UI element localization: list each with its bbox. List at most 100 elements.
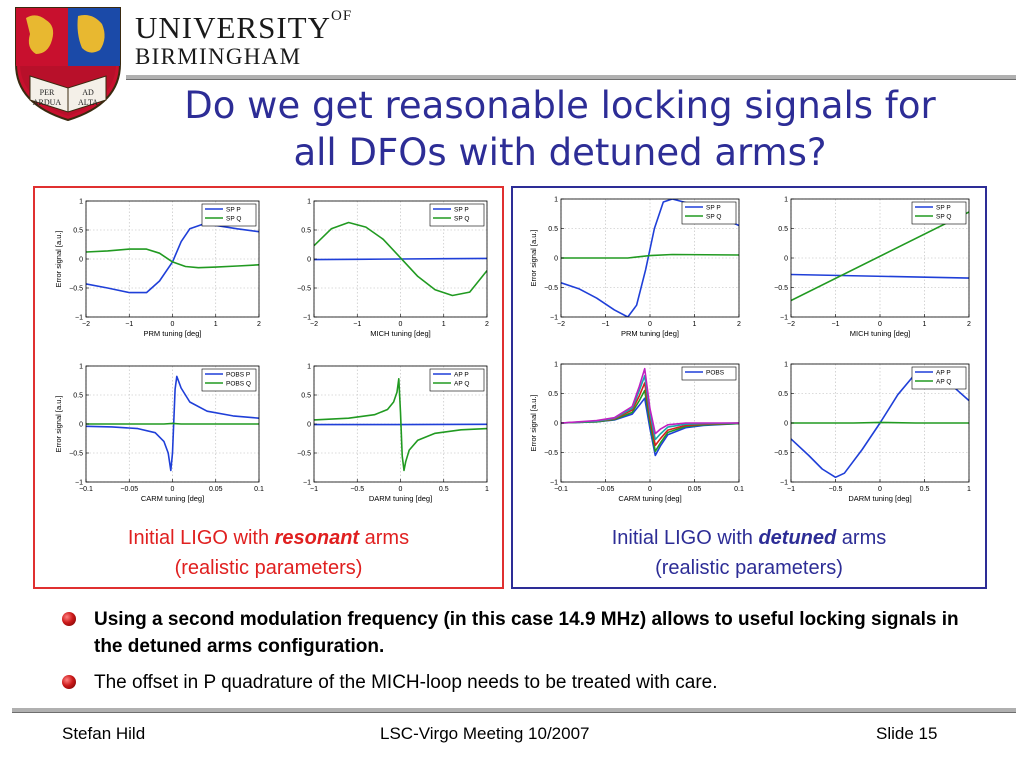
x-tick-label: −0.5: [350, 486, 364, 493]
series-line: [791, 211, 969, 302]
caption-line2: (realistic parameters): [174, 557, 363, 579]
legend-label: SP P: [454, 207, 469, 214]
y-tick-label: 0: [307, 257, 311, 264]
y-tick-label: 1: [784, 197, 788, 204]
series-line: [791, 273, 969, 279]
plot-darm-resonant: −1 −0.5 0 0.5 1 −1 −0.5 0 0.5 1 DARM tuning [deg] A…: [297, 364, 489, 504]
x-tick-label: 1: [923, 321, 927, 328]
y-tick-label: −0.5: [297, 451, 311, 458]
x-tick-label: −0.1: [554, 486, 568, 493]
x-tick-label: 1: [693, 321, 697, 328]
bullet-text: Using a second modulation frequency (in …: [94, 609, 959, 657]
legend-label: SP Q: [226, 216, 241, 223]
svg-text:PER: PER: [40, 88, 55, 97]
y-tick-label: −1: [780, 315, 788, 322]
y-tick-label: 1: [307, 364, 311, 371]
legend-label: AP Q: [936, 379, 951, 386]
y-tick-label: 1: [784, 362, 788, 369]
x-tick-label: −1: [310, 486, 318, 493]
slide-title-line2: all DFOs with detuned arms?: [293, 131, 827, 174]
series-line: [86, 248, 259, 269]
legend-label: AP P: [454, 372, 469, 379]
y-tick-label: 1: [79, 199, 83, 206]
x-tick-label: 0: [171, 486, 175, 493]
footer-author: Stefan Hild: [62, 724, 146, 743]
series-line: [791, 421, 969, 424]
y-tick-label: −1: [303, 480, 311, 487]
legend-label: SP Q: [706, 214, 721, 221]
legend-label: POBS P: [226, 372, 250, 379]
x-tick-label: −0.05: [120, 486, 138, 493]
footer-rule: [12, 708, 1016, 713]
university-of: OF: [331, 8, 353, 24]
y-tick-label: 0: [79, 422, 83, 429]
y-axis-label: Error signal [a.u.]: [54, 230, 63, 287]
slide-title: Do we get reasonable locking signals for…: [130, 82, 990, 176]
legend-label: POBS: [706, 370, 725, 377]
y-tick-label: 0.5: [301, 393, 311, 400]
plot-darm-detuned: −1 −0.5 0 0.5 1 −1 −0.5 0 0.5 1 DARM tuning [deg] A…: [774, 362, 971, 504]
legend-label: SP P: [226, 207, 241, 214]
x-tick-label: 0.5: [439, 486, 449, 493]
y-axis-label: Error signal [a.u.]: [54, 395, 63, 452]
y-tick-label: 0.5: [73, 393, 83, 400]
bullet-dot-icon: [62, 612, 76, 626]
y-tick-label: −1: [303, 315, 311, 322]
y-axis-label: Error signal [a.u.]: [529, 394, 538, 451]
x-tick-label: 0.5: [920, 486, 930, 493]
x-tick-label: −2: [557, 321, 565, 328]
x-tick-label: −2: [310, 321, 318, 328]
x-axis-label: MICH tuning [deg]: [850, 329, 910, 338]
y-tick-label: 0.5: [73, 228, 83, 235]
x-tick-label: −0.5: [829, 486, 843, 493]
bullet-item: The offset in P quadrature of the MICH-l…: [62, 669, 982, 696]
y-tick-label: 0.5: [778, 226, 788, 233]
x-axis-label: DARM tuning [deg]: [369, 494, 432, 503]
university-crest-logo: PER ARDUA AD ALTA: [15, 7, 121, 122]
x-tick-label: 0: [171, 321, 175, 328]
header-rule: [126, 75, 1016, 80]
y-tick-label: 0: [79, 257, 83, 264]
y-tick-label: 0: [307, 422, 311, 429]
plot-carm-detuned: −0.1 −0.05 0 0.05 0.1 −1 −0.5 0 0.5 1 CARM tuning …: [529, 362, 744, 504]
x-tick-label: 0.05: [688, 486, 702, 493]
x-axis-label: CARM tuning [deg]: [141, 494, 204, 503]
legend-label: SP P: [936, 205, 951, 212]
x-tick-label: 0: [399, 321, 403, 328]
bullet-text: The offset in P quadrature of the MICH-l…: [94, 672, 718, 693]
y-tick-label: −1: [780, 480, 788, 487]
y-tick-label: 0: [554, 421, 558, 428]
x-tick-label: 1: [485, 486, 489, 493]
legend-label: AP Q: [454, 381, 469, 388]
y-tick-label: −1: [75, 315, 83, 322]
y-tick-label: 0: [784, 421, 788, 428]
y-tick-label: 1: [554, 197, 558, 204]
x-tick-label: 0.1: [254, 486, 264, 493]
legend-box: [681, 366, 737, 381]
x-axis-label: DARM tuning [deg]: [848, 494, 911, 503]
y-tick-label: −1: [550, 315, 558, 322]
series-line: [561, 253, 739, 259]
slide-title-line1: Do we get reasonable locking signals for: [184, 84, 936, 127]
y-axis-label: Error signal [a.u.]: [529, 229, 538, 286]
x-tick-label: 0.05: [209, 486, 223, 493]
university-name-line2: BIRMINGHAM: [135, 44, 302, 69]
series-line: [86, 422, 259, 425]
caption-line2: (realistic parameters): [655, 557, 843, 579]
x-tick-label: 0: [648, 321, 652, 328]
x-tick-label: 2: [737, 321, 741, 328]
x-tick-label: 1: [967, 486, 971, 493]
x-axis-label: MICH tuning [deg]: [370, 329, 430, 338]
y-tick-label: −0.5: [774, 450, 788, 457]
x-tick-label: −1: [125, 321, 133, 328]
y-tick-label: −1: [75, 480, 83, 487]
x-axis-label: PRM tuning [deg]: [621, 329, 679, 338]
legend-label: AP P: [936, 370, 951, 377]
x-tick-label: 0: [648, 486, 652, 493]
y-tick-label: −0.5: [544, 285, 558, 292]
y-tick-label: 1: [79, 364, 83, 371]
series-line: [314, 257, 487, 261]
